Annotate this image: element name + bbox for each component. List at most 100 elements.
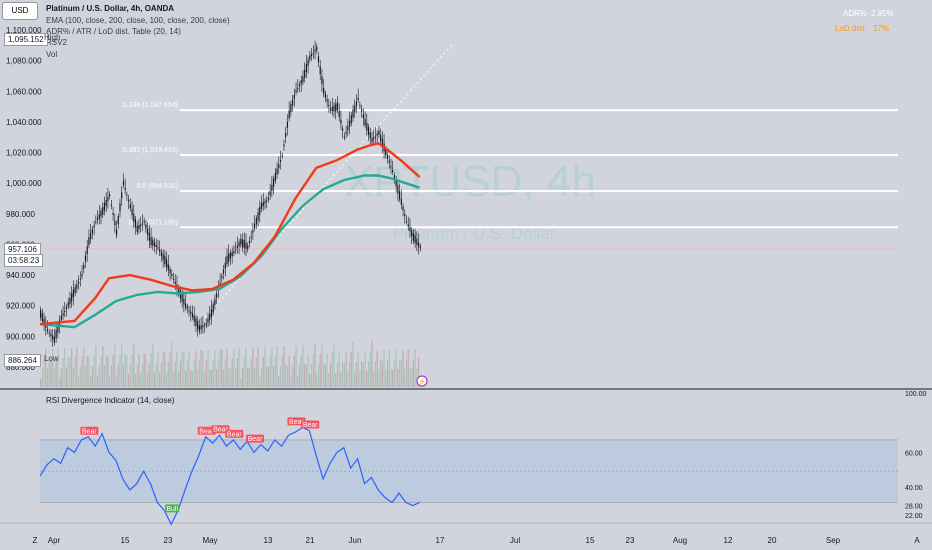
- candle-body: [150, 237, 152, 246]
- candle-body: [291, 99, 294, 106]
- candle-body: [40, 309, 42, 318]
- volume-bar: [74, 357, 76, 387]
- watermark-symbol: XPTUSD, 4h: [344, 157, 596, 206]
- volume-bar: [395, 350, 397, 387]
- volume-bar: [319, 354, 321, 387]
- candle-body: [65, 306, 68, 309]
- candle-body: [77, 281, 80, 284]
- time-axis-label: 23: [164, 536, 173, 545]
- bear-label: Bear: [227, 431, 242, 438]
- volume-bar: [390, 369, 392, 387]
- volume-bar: [40, 379, 42, 387]
- volume-bar: [58, 378, 61, 387]
- candle-body: [109, 194, 111, 197]
- time-axis-label: A: [914, 536, 920, 545]
- candle-body: [240, 238, 242, 245]
- volume-bar: [361, 361, 363, 387]
- candle-body: [183, 298, 185, 305]
- volume-bar: [347, 372, 349, 387]
- rsi-axis-label: 40.00: [905, 485, 923, 492]
- candle-body: [152, 239, 154, 246]
- candle-body: [62, 313, 64, 316]
- rsi-axis-label: 100.00: [905, 391, 927, 398]
- volume-bar: [184, 371, 187, 387]
- candle-body: [385, 149, 387, 156]
- price-axis-label: 900.000: [6, 332, 35, 341]
- candle-body: [243, 240, 245, 249]
- volume-bar: [107, 356, 109, 387]
- volume-bar: [293, 355, 295, 387]
- rsi-line: [39, 426, 420, 526]
- candle-body: [186, 306, 188, 309]
- rsi-axis-label: 28.00: [905, 504, 923, 511]
- ema-indicator-label[interactable]: EMA (100, close, 200, close, 100, close,…: [46, 16, 230, 25]
- candle-body: [266, 200, 268, 202]
- volume-bar: [271, 347, 273, 387]
- candle-body: [319, 66, 321, 75]
- volume-bar: [326, 354, 328, 387]
- candle-body: [362, 114, 364, 119]
- candle-body: [255, 218, 257, 225]
- volume-bar: [302, 345, 304, 387]
- time-axis-label: 15: [121, 536, 130, 545]
- candle-body: [411, 230, 413, 237]
- candle-body: [148, 232, 150, 241]
- candle-body: [210, 308, 213, 317]
- candle-body: [141, 223, 144, 225]
- volume-bar: [122, 364, 125, 387]
- volume-bar: [369, 351, 371, 387]
- candle-body: [45, 323, 47, 328]
- volume-bar: [191, 371, 194, 387]
- candle-body: [392, 170, 394, 172]
- volume-bar: [110, 365, 112, 387]
- candle-body: [409, 227, 411, 232]
- volume-bar: [260, 367, 263, 387]
- volume-bar: [269, 357, 271, 387]
- volume-bar: [178, 371, 180, 387]
- currency-button[interactable]: USD: [2, 2, 38, 20]
- candle-body: [74, 287, 76, 294]
- volume-bar: [207, 350, 209, 387]
- time-axis-label: 17: [436, 536, 445, 545]
- volume-bar: [136, 364, 138, 387]
- candle-body: [293, 94, 295, 99]
- volume-bar: [317, 364, 320, 387]
- volume-bar: [399, 359, 401, 387]
- vol-indicator-label[interactable]: Vol: [46, 50, 58, 59]
- candle-body: [281, 155, 283, 157]
- rsv2-indicator-label[interactable]: RSV2: [46, 38, 67, 47]
- volume-bar: [190, 370, 192, 387]
- volume-bar: [241, 368, 244, 387]
- candle-body: [52, 335, 54, 340]
- volume-bar: [62, 358, 64, 387]
- time-axis-label: Z: [33, 536, 38, 545]
- candle-body: [407, 224, 409, 227]
- candle-body: [371, 138, 373, 143]
- bear-label: Bear: [289, 419, 304, 426]
- candle-body: [364, 119, 366, 126]
- time-axis-label: 15: [586, 536, 595, 545]
- volume-bar: [250, 358, 252, 387]
- volume-bar: [197, 370, 199, 387]
- candle-body: [390, 166, 392, 168]
- candle-body: [347, 126, 349, 131]
- rsi-title[interactable]: RSI Divergence Indicator (14, close): [46, 396, 175, 405]
- candle-body: [373, 137, 375, 140]
- volume-bar: [128, 374, 130, 387]
- candle-body: [91, 229, 93, 234]
- candle-body: [69, 297, 71, 304]
- volume-bar: [112, 355, 114, 387]
- volume-bar: [134, 374, 137, 387]
- volume-bar: [381, 361, 383, 387]
- candle-body: [195, 318, 197, 327]
- candle-body: [233, 251, 235, 254]
- volume-bar: [354, 372, 356, 387]
- bear-label: Bear: [248, 436, 263, 443]
- candle-body: [298, 84, 301, 87]
- volume-bar: [245, 348, 247, 387]
- volume-bar: [335, 373, 337, 387]
- candle-body: [88, 237, 90, 246]
- adr-indicator-label[interactable]: ADR% / ATR / LoD dist. Table (20, 14): [46, 27, 181, 36]
- candle-body: [321, 76, 323, 85]
